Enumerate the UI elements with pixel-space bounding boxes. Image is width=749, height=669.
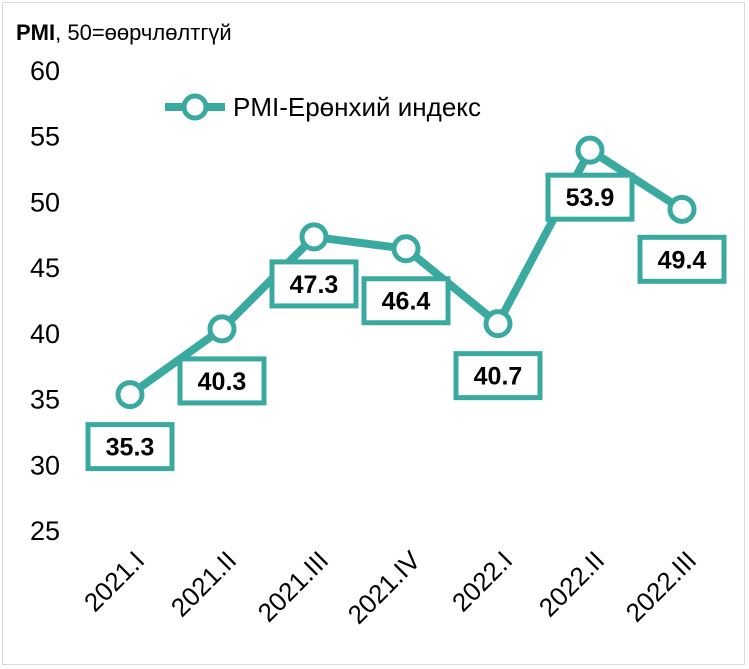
y-tick-label: 35 (30, 385, 60, 415)
unit-title-rest: , 50=өөрчлөлтгүй (55, 20, 232, 45)
data-point (667, 194, 697, 224)
data-label-box (637, 234, 727, 284)
data-point (391, 234, 421, 264)
x-tick-label: 2021.II (165, 545, 242, 622)
data-label: 35.3 (106, 434, 155, 462)
y-tick-label: 60 (30, 56, 60, 86)
x-tick-label: 2021.I (78, 545, 150, 617)
data-label-box (269, 259, 359, 309)
data-point (483, 309, 513, 339)
x-tick-label: 2022.I (446, 545, 518, 617)
data-label: 40.3 (198, 368, 247, 396)
data-label-box (545, 172, 635, 222)
data-point (115, 380, 145, 410)
x-tick-label: 2022.III (620, 545, 703, 628)
y-tick-label: 50 (30, 187, 60, 217)
x-tick-label: 2021.III (252, 545, 335, 628)
y-tick-label: 25 (30, 516, 60, 546)
unit-title-bold: PMI (16, 20, 55, 45)
data-label: 40.7 (474, 363, 523, 391)
series-layer: 35.3 40.3 47.3 46.4 40.7 53.9 49.4 (85, 135, 727, 472)
chart-unit-title: PMI, 50=өөрчлөлтгүй (16, 20, 232, 45)
x-axis: 2021.I 2021.II 2021.III 2021.IV 2022.I 2022.I… (78, 545, 702, 630)
data-label: 46.4 (382, 288, 431, 316)
data-point (207, 314, 237, 344)
data-label: 53.9 (566, 184, 615, 212)
data-label-box (177, 356, 267, 406)
y-axis: 25 30 35 40 45 50 55 60 (30, 56, 60, 546)
y-tick-label: 30 (30, 450, 60, 480)
data-point (299, 222, 329, 252)
data-label: 49.4 (658, 246, 707, 274)
legend: PMI-Ерөнхий индекс (165, 92, 481, 122)
data-label-box (361, 276, 451, 326)
x-tick-label: 2022.II (533, 545, 610, 622)
y-tick-label: 40 (30, 319, 60, 349)
data-label-box (85, 422, 175, 472)
data-point (575, 135, 605, 165)
x-tick-label: 2021.IV (342, 545, 427, 630)
y-tick-label: 55 (30, 122, 60, 152)
legend-label: PMI-Ерөнхий индекс (233, 92, 481, 122)
y-tick-label: 45 (30, 253, 60, 283)
data-label: 47.3 (290, 271, 339, 299)
data-label-box (453, 351, 543, 401)
legend-marker (181, 93, 209, 121)
